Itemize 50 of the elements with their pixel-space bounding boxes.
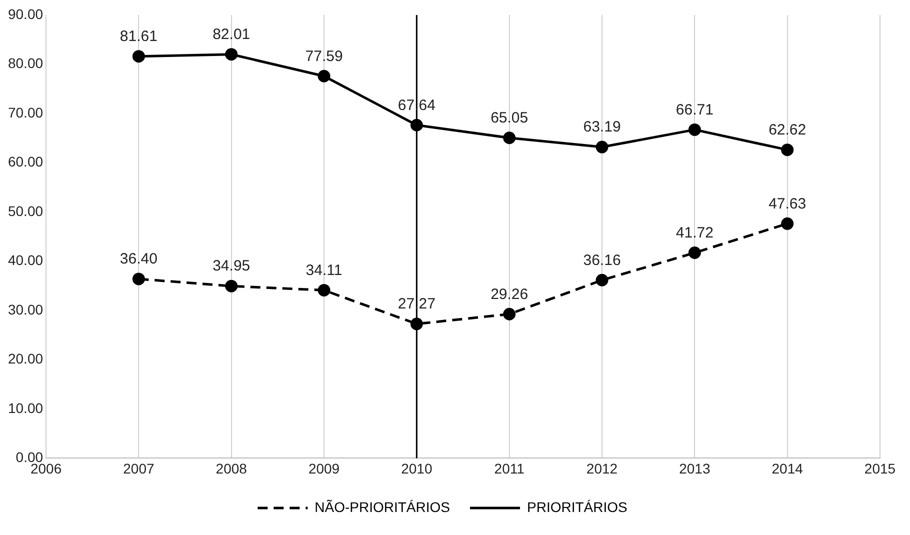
point [688,123,701,136]
legend-label: PRIORITÁRIOS [527,498,628,515]
point [132,272,145,286]
point [503,132,516,144]
x-tick-label: 2012 [586,460,618,476]
y-tick-label: 10.00 [8,400,44,416]
data-label: 47.63 [768,195,806,212]
data-label: 36.40 [120,250,158,268]
point [225,48,238,61]
point [596,140,608,154]
data-label: 65.05 [490,110,528,127]
y-tick-label: 70.00 [8,104,44,120]
data-label: 66.71 [676,101,714,118]
y-tick-label: 80.00 [8,55,44,72]
y-tick-label: 20.00 [8,350,44,367]
x-tick-label: 2009 [308,460,340,476]
y-tick-label: 50.00 [8,202,44,219]
point [596,274,608,286]
data-label: 34.95 [212,258,250,275]
point [688,246,701,259]
point [225,280,238,292]
point [318,284,330,296]
point [503,308,516,320]
data-label: 41.72 [676,224,714,242]
data-label: 36.16 [583,252,621,269]
legend-label: NÃO-PRIORITÁRIOS [314,498,450,515]
point [410,318,423,330]
y-tick-label: 90.00 [8,6,44,22]
data-label: 77.59 [305,48,343,65]
point [132,50,145,63]
y-tick-label: 30.00 [8,301,44,318]
x-tick-label: 2010 [401,460,432,476]
x-tick-label: 2011 [494,460,525,476]
point [781,217,794,230]
x-tick-label: 2014 [772,460,804,476]
point [410,118,423,132]
data-label: 82.01 [212,26,250,43]
data-label: 29.26 [490,286,528,303]
data-label: 34.11 [306,262,342,279]
x-tick-label: 2008 [216,460,248,476]
y-tick-label: 40.00 [8,252,44,268]
x-tick-label: 2007 [123,460,154,476]
x-tick-label: 2013 [679,460,710,476]
y-tick-label: 60.00 [8,154,44,170]
data-label: 62.62 [768,121,806,138]
point [318,70,330,82]
data-label: 81.61 [120,28,158,45]
point [781,144,794,156]
x-tick-label: 2015 [864,460,896,476]
data-label: 63.19 [583,118,621,136]
